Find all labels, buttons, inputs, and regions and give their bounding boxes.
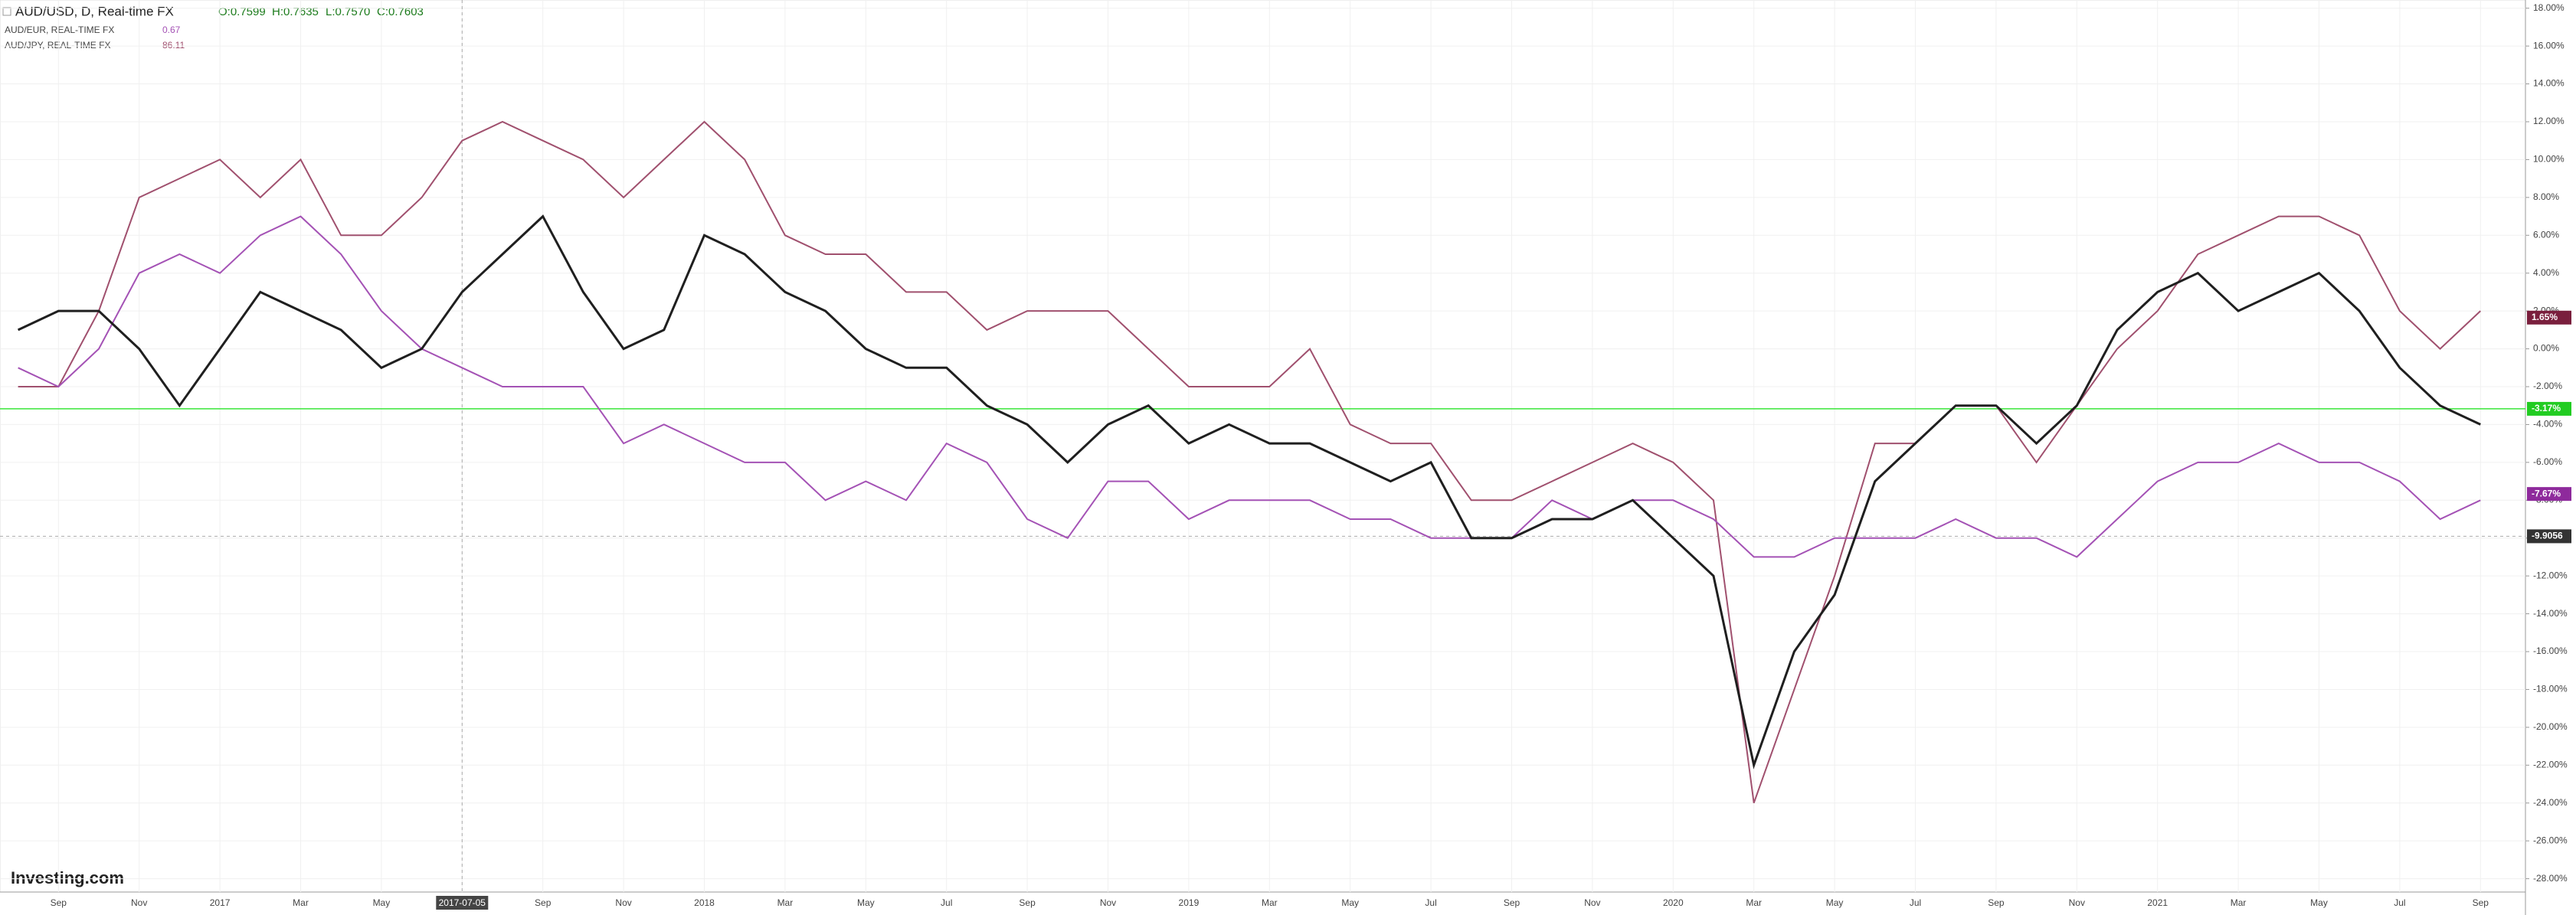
x-tick-label: Jul	[1910, 897, 1921, 908]
x-tick-label: Jul	[941, 897, 952, 908]
y-tick-label: -20.00%	[2533, 721, 2568, 732]
price-tag-label: -3.17%	[2532, 403, 2561, 413]
x-tick-label: Sep	[1504, 897, 1520, 908]
crosshair-x-tag	[436, 896, 489, 910]
legend-series: AUD/JPY, REAL-TIME FX	[5, 40, 110, 51]
ohlc-close: C:0.7603	[377, 5, 424, 18]
x-tick-label: Sep	[1019, 897, 1036, 908]
series-line	[18, 215, 2481, 558]
y-tick-label: 4.00%	[2533, 267, 2559, 278]
price-tag	[2527, 487, 2571, 502]
x-tick-label: Mar	[2231, 897, 2247, 908]
y-tick-label: -24.00%	[2533, 797, 2568, 808]
x-tick-label: 2019	[1179, 897, 1200, 908]
x-tick-label: May	[373, 897, 391, 908]
legend-value: 86.11	[162, 40, 185, 51]
y-tick-label: -2.00%	[2533, 381, 2562, 391]
x-tick-label: Nov	[1584, 897, 1600, 908]
y-tick-label: -28.00%	[2533, 873, 2568, 884]
x-tick-label: Jul	[2394, 897, 2405, 908]
x-tick-label: Nov	[131, 897, 147, 908]
y-tick-label: -18.00%	[2533, 684, 2568, 694]
y-tick-label: 6.00%	[2533, 229, 2559, 240]
series-line	[18, 120, 2481, 804]
x-tick-label: Sep	[1988, 897, 2005, 908]
x-tick-label: 2017	[210, 897, 231, 908]
x-tick-label: May	[857, 897, 875, 908]
ohlc-low: L:0.7570	[326, 5, 370, 18]
x-tick-label: Nov	[615, 897, 631, 908]
ohlc-open: O:0.7599	[218, 5, 266, 18]
y-tick-label: -12.00%	[2533, 570, 2568, 580]
y-tick-label: -22.00%	[2533, 759, 2568, 770]
x-tick-label: May	[1341, 897, 1359, 908]
x-tick-label: 2021	[2147, 897, 2168, 908]
x-tick-label: Nov	[2069, 897, 2085, 908]
x-tick-label: Sep	[535, 897, 552, 908]
series-line	[17, 214, 2481, 770]
x-tick-label: Mar	[777, 897, 794, 908]
x-tick-label: Mar	[1262, 897, 1278, 908]
x-tick-label: May	[2310, 897, 2328, 908]
legend-title: AUD/USD, D, Real-time FX	[15, 4, 174, 18]
y-tick-label: 12.00%	[2533, 116, 2565, 126]
y-tick-label: -14.00%	[2533, 608, 2568, 619]
x-tick-label: May	[1826, 897, 1844, 908]
y-tick-label: 0.00%	[2533, 343, 2559, 354]
x-tick-label: Sep	[2473, 897, 2489, 908]
y-tick-label: -4.00%	[2533, 419, 2562, 430]
x-tick-label: Jul	[1425, 897, 1436, 908]
y-tick-label: 8.00%	[2533, 191, 2559, 202]
legend-series: AUD/EUR, REAL-TIME FX	[5, 25, 114, 35]
collapse-icon[interactable]	[2, 7, 11, 16]
legend-value: 0.67	[162, 25, 181, 35]
y-tick-label: 16.00%	[2533, 40, 2565, 51]
price-tag-label: -7.67%	[2532, 488, 2561, 498]
x-tick-label: Nov	[1100, 897, 1116, 908]
x-tick-label: 2018	[694, 897, 715, 908]
price-tag	[2527, 310, 2571, 325]
y-tick-label: 14.00%	[2533, 78, 2565, 89]
y-tick-label: -6.00%	[2533, 456, 2562, 467]
x-tick-label: 2017-07-05	[439, 897, 486, 908]
y-tick-label: -16.00%	[2533, 645, 2568, 656]
x-tick-label: Mar	[1746, 897, 1762, 908]
ohlc-high: H:0.7635	[272, 5, 319, 18]
plot-area	[0, 0, 2526, 893]
y-tick-label: -26.00%	[2533, 835, 2568, 845]
x-tick-label: 2020	[1663, 897, 1684, 908]
price-tag-label: 1.65%	[2532, 312, 2558, 322]
price-tag	[2527, 529, 2571, 544]
price-tag-label: -9.9056	[2532, 531, 2563, 541]
brand-logo: Investing.com	[11, 868, 124, 887]
y-tick-label: 18.00%	[2533, 2, 2565, 13]
price-tag	[2527, 401, 2571, 416]
x-tick-label: Sep	[51, 897, 67, 908]
x-tick-label: Mar	[293, 897, 309, 908]
y-tick-label: 10.00%	[2533, 154, 2565, 165]
